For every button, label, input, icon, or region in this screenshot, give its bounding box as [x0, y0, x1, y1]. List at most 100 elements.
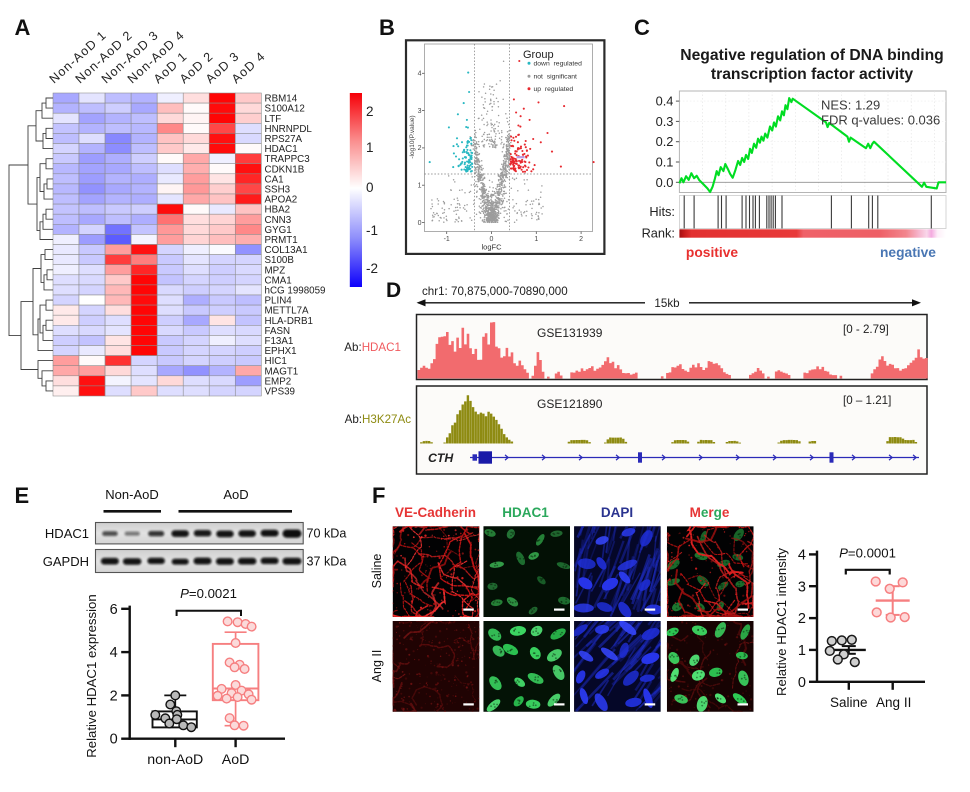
svg-text:-1: -1	[366, 223, 378, 238]
svg-text:Negative regulation of DNA bin: Negative regulation of DNA binding	[680, 47, 944, 64]
svg-text:15kb: 15kb	[654, 297, 679, 310]
svg-text:-log10(P.value): -log10(P.value)	[409, 115, 416, 158]
svg-text:3: 3	[798, 579, 806, 595]
svg-text:non-AoD: non-AoD	[147, 752, 203, 768]
svg-text:1: 1	[534, 236, 538, 243]
svg-text:Rank:: Rank:	[642, 226, 675, 241]
svg-text:COL13A1: COL13A1	[265, 245, 308, 256]
svg-text:hCG 1998059: hCG 1998059	[265, 285, 326, 296]
svg-text:A: A	[15, 15, 31, 40]
svg-text:TRAPPC3: TRAPPC3	[265, 154, 311, 165]
svg-text:VPS39: VPS39	[265, 386, 296, 397]
svg-text:0.2: 0.2	[656, 134, 674, 149]
svg-text:HDAC1: HDAC1	[502, 505, 549, 520]
svg-text:2: 2	[579, 236, 583, 243]
svg-text:Merge: Merge	[690, 505, 730, 520]
svg-text:P=0.0021: P=0.0021	[180, 586, 237, 601]
svg-text:4: 4	[418, 71, 422, 78]
svg-text:negative: negative	[880, 245, 936, 260]
svg-text:2: 2	[418, 145, 422, 152]
svg-text:LTF: LTF	[265, 114, 282, 125]
svg-text:Ab:HDAC1: Ab:HDAC1	[344, 341, 401, 354]
svg-text:VE-Cadherin: VE-Cadherin	[395, 505, 476, 520]
svg-text:S100B: S100B	[265, 255, 295, 266]
svg-text:70 kDa: 70 kDa	[307, 527, 347, 541]
svg-text:F: F	[372, 483, 385, 508]
svg-text:CA1: CA1	[265, 174, 284, 185]
svg-text:0.1: 0.1	[656, 155, 674, 170]
svg-text:Ab:H3K27Ac: Ab:H3K27Ac	[345, 413, 412, 426]
svg-text:HBA2: HBA2	[265, 205, 291, 216]
svg-text:0.4: 0.4	[656, 94, 674, 109]
svg-text:CNN3: CNN3	[265, 215, 292, 226]
svg-text:37 kDa: 37 kDa	[307, 555, 347, 569]
svg-text:C: C	[634, 15, 650, 40]
svg-text:logFC: logFC	[481, 243, 502, 252]
svg-text:0: 0	[366, 180, 374, 195]
svg-text:HDAC1: HDAC1	[265, 144, 298, 155]
svg-text:GAPDH: GAPDH	[43, 554, 89, 569]
svg-text:4: 4	[798, 547, 806, 563]
svg-text:D: D	[386, 279, 401, 302]
svg-text:S100A12: S100A12	[265, 104, 305, 115]
svg-text:1: 1	[798, 643, 806, 659]
svg-text:6: 6	[110, 602, 118, 618]
svg-text:[0 – 1.21]: [0 – 1.21]	[843, 394, 891, 407]
svg-text:FDR q-values: 0.036: FDR q-values: 0.036	[821, 113, 940, 128]
svg-text:Relative HDAC1 intensity: Relative HDAC1 intensity	[774, 548, 789, 696]
svg-text:CMA1: CMA1	[265, 275, 292, 286]
svg-text:down regulated: down regulated	[534, 61, 583, 68]
svg-text:Hits:: Hits:	[649, 204, 675, 219]
svg-text:Ang II: Ang II	[370, 650, 384, 683]
svg-text:CDKN1B: CDKN1B	[265, 164, 305, 175]
svg-text:up regulated: up regulated	[534, 86, 574, 93]
svg-text:SSH3: SSH3	[265, 184, 291, 195]
svg-text:AoD: AoD	[222, 752, 250, 768]
svg-text:0: 0	[418, 220, 422, 227]
svg-text:1: 1	[366, 140, 374, 155]
svg-text:Saline: Saline	[830, 695, 868, 710]
svg-text:NES: 1.29: NES: 1.29	[821, 98, 880, 113]
svg-text:RPS27A: RPS27A	[265, 134, 303, 145]
svg-text:PRMT1: PRMT1	[265, 235, 298, 246]
svg-text:HDAC1: HDAC1	[45, 526, 89, 541]
svg-text:GSE121890: GSE121890	[537, 397, 603, 411]
svg-text:1: 1	[418, 183, 422, 190]
svg-text:0: 0	[110, 732, 118, 748]
svg-text:0: 0	[490, 236, 494, 243]
svg-text:positive: positive	[686, 245, 738, 260]
svg-text:-1: -1	[444, 236, 450, 243]
svg-text:EPHX1: EPHX1	[265, 346, 297, 357]
svg-text:-2: -2	[366, 261, 378, 276]
svg-text:not significant: not significant	[534, 74, 578, 81]
svg-text:RBM14: RBM14	[265, 94, 298, 105]
svg-text:B: B	[379, 15, 395, 40]
svg-text:0.3: 0.3	[656, 114, 674, 129]
svg-text:chr1: 70,875,000-70890,000: chr1: 70,875,000-70890,000	[422, 285, 568, 298]
svg-text:DAPI: DAPI	[601, 505, 633, 520]
svg-text:2: 2	[366, 104, 374, 119]
svg-text:HLA-DRB1: HLA-DRB1	[265, 316, 313, 327]
svg-text:transcription factor activity: transcription factor activity	[711, 66, 914, 83]
svg-text:FASN: FASN	[265, 326, 291, 337]
svg-text:EMP2: EMP2	[265, 376, 292, 387]
svg-text:2: 2	[798, 611, 806, 627]
svg-text:METTL7A: METTL7A	[265, 306, 310, 317]
svg-text:AoD: AoD	[223, 487, 248, 502]
svg-text:Non-AoD: Non-AoD	[105, 487, 158, 502]
svg-text:0.0: 0.0	[656, 175, 674, 190]
svg-text:Group: Group	[523, 49, 554, 61]
svg-text:CTH: CTH	[428, 451, 454, 465]
svg-text:HNRNPDL: HNRNPDL	[265, 124, 313, 135]
svg-text:HIC1: HIC1	[265, 356, 287, 367]
svg-text:Relative HDAC1 expression: Relative HDAC1 expression	[84, 594, 99, 757]
svg-text:GYG1: GYG1	[265, 225, 292, 236]
svg-text:3: 3	[418, 108, 422, 115]
svg-text:Saline: Saline	[370, 554, 384, 589]
svg-text:E: E	[15, 483, 30, 508]
svg-text:[0 - 2.79]: [0 - 2.79]	[843, 323, 889, 336]
svg-text:MAGT1: MAGT1	[265, 366, 299, 377]
svg-text:0: 0	[798, 675, 806, 691]
svg-text:F13A1: F13A1	[265, 336, 294, 347]
svg-text:2: 2	[110, 688, 118, 704]
